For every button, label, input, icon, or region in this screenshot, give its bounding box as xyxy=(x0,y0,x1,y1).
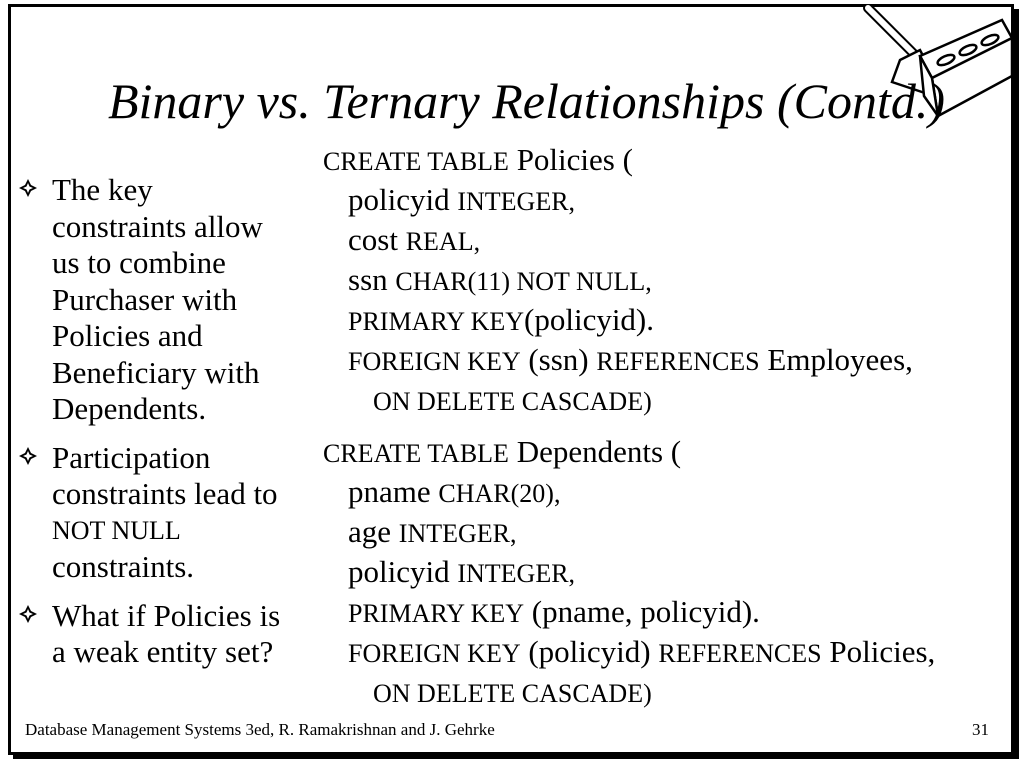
bullet-line: What if Policies is xyxy=(52,597,281,633)
sql-column-name: age xyxy=(348,514,392,549)
bullet-line: The key xyxy=(52,172,153,207)
sql-keyword: REFERENCES xyxy=(658,639,822,668)
sql-keyword: ON DELETE CASCADE) xyxy=(373,679,652,708)
diamond-bullet-icon xyxy=(19,179,37,197)
sql-keyword: CREATE TABLE xyxy=(323,439,509,468)
sql-column: cost REAL, xyxy=(323,220,1013,260)
bullet-line: a weak entity set? xyxy=(52,634,274,669)
slide-footer: Database Management Systems 3ed, R. Rama… xyxy=(25,720,495,739)
bullet-line: constraints lead to xyxy=(52,476,278,511)
diamond-bullet-icon xyxy=(19,604,37,623)
page-number: 31 xyxy=(972,720,989,739)
sql-table-name: Policies, xyxy=(829,634,936,669)
bullet-item: What if Policies is a weak entity set? xyxy=(18,598,328,671)
bullet-text: Participation constraints lead to NOT NU… xyxy=(52,440,328,586)
sql-key-columns: (pname, policyid). xyxy=(531,594,760,629)
bullet-line: Purchaser with xyxy=(52,281,238,317)
sql-table-name: Employees, xyxy=(767,342,913,377)
sql-keyword: PRIMARY KEY xyxy=(348,307,525,336)
sql-create-dependents: CREATE TABLE Dependents ( xyxy=(323,432,1013,472)
diamond-bullet-icon xyxy=(19,446,37,465)
bullet-line: Participation xyxy=(52,439,211,475)
sql-column: ssn CHAR(11) NOT NULL, xyxy=(323,260,1013,300)
bullet-line: constraints. xyxy=(52,549,195,584)
sql-keyword: PRIMARY KEY xyxy=(348,599,525,628)
sql-column-type: CHAR(20), xyxy=(438,479,561,508)
sql-primary-key: PRIMARY KEY(policyid). xyxy=(323,300,1013,340)
sql-column-type: INTEGER, xyxy=(457,187,576,216)
trowel-brick-logo-icon xyxy=(863,4,1014,118)
bullet-line: Dependents. xyxy=(52,391,207,426)
sql-column-type: INTEGER, xyxy=(457,559,576,588)
bullet-item: Participation constraints lead to NOT NU… xyxy=(18,440,328,586)
sql-keyword: ON DELETE CASCADE) xyxy=(373,387,652,416)
sql-key-columns: (ssn) xyxy=(528,342,589,377)
sql-column: age INTEGER, xyxy=(323,512,1013,552)
sql-column-name: ssn xyxy=(348,262,388,297)
bullet-line: Policies and xyxy=(52,318,203,353)
sql-foreign-key: FOREIGN KEY (ssn) REFERENCES Employees, xyxy=(323,340,1013,380)
bullet-item: The key constraints allow us to combine … xyxy=(18,172,328,428)
sql-create-policies: CREATE TABLE Policies ( xyxy=(323,140,1013,180)
slide-frame xyxy=(8,4,1014,755)
sql-column: policyid INTEGER, xyxy=(323,180,1013,220)
slide-title: Binary vs. Ternary Relationships (Contd.… xyxy=(108,73,946,129)
sql-column: pname CHAR(20), xyxy=(323,472,1013,512)
sql-column: policyid INTEGER, xyxy=(323,552,1013,592)
sql-table-name: Dependents ( xyxy=(516,434,682,469)
bullet-line: constraints allow xyxy=(52,208,263,244)
bullet-text: The key constraints allow us to combine … xyxy=(52,172,328,428)
sql-column-type: INTEGER, xyxy=(398,519,517,548)
sql-key-columns: (policyid) xyxy=(528,634,651,669)
bullet-line: NOT NULL xyxy=(52,515,181,545)
sql-on-delete: ON DELETE CASCADE) xyxy=(323,380,1013,420)
sql-column-type: CHAR(11) NOT NULL, xyxy=(395,267,652,296)
sql-table-name: Policies ( xyxy=(516,142,633,177)
sql-code: CREATE TABLE Policies ( policyid INTEGER… xyxy=(323,140,1013,712)
sql-keyword: REFERENCES xyxy=(596,347,760,376)
sql-column-type: REAL, xyxy=(405,227,481,256)
sql-column-name: policyid xyxy=(348,182,450,217)
bullet-line: us to combine xyxy=(52,245,226,280)
sql-column-name: cost xyxy=(348,222,398,257)
bullet-list: The key constraints allow us to combine … xyxy=(18,172,328,683)
bullet-text: What if Policies is a weak entity set? xyxy=(52,598,328,671)
sql-column-name: pname xyxy=(348,474,431,509)
sql-primary-key: PRIMARY KEY (pname, policyid). xyxy=(323,592,1013,632)
sql-column-name: policyid xyxy=(348,554,450,589)
sql-key-columns: (policyid). xyxy=(524,302,655,337)
sql-on-delete: ON DELETE CASCADE) xyxy=(323,672,1013,712)
bullet-line: Beneficiary with xyxy=(52,354,260,390)
sql-keyword: FOREIGN KEY xyxy=(348,347,521,376)
sql-keyword: CREATE TABLE xyxy=(323,147,509,176)
sql-foreign-key: FOREIGN KEY (policyid) REFERENCES Polici… xyxy=(323,632,1013,672)
sql-keyword: FOREIGN KEY xyxy=(348,639,521,668)
